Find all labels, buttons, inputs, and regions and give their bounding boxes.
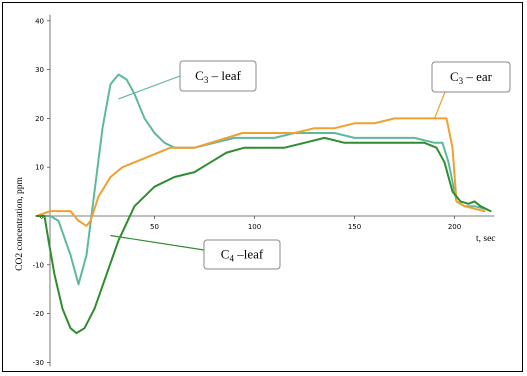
- callout-pointer: [118, 75, 181, 100]
- series-line-c3-leaf: [35, 73, 486, 286]
- callout-label: C3 – leaf: [195, 68, 241, 85]
- y-tick-label: 10: [35, 164, 44, 172]
- y-tick-label: -20: [33, 310, 44, 318]
- callout-label: C3 – ear: [450, 69, 493, 86]
- callout-box: [203, 239, 281, 270]
- y-tick-label: -10: [33, 261, 44, 269]
- x-tick-label: 150: [348, 223, 361, 231]
- x-tick-label: 100: [248, 223, 261, 231]
- x-tick-label: 200: [448, 223, 461, 231]
- callout-c3-leaf: C3 – leaf: [118, 60, 257, 100]
- y-tick-label: 20: [35, 115, 44, 123]
- x-tick-label: 50: [150, 223, 159, 231]
- callout-box: [179, 60, 257, 92]
- x-axis-label: t, sec: [476, 234, 496, 244]
- series-line-c3-ear: [35, 117, 486, 227]
- callout-pointer: [433, 91, 446, 119]
- callout-pointer: [110, 234, 205, 251]
- series-line-c4-leaf: [35, 136, 492, 335]
- y-axis-label: CO2 concentration, ppm: [15, 177, 25, 271]
- callout-c4-leaf: C4 –leaf: [110, 234, 281, 270]
- y-tick-label: 30: [35, 66, 44, 74]
- y-tick-label: -30: [33, 359, 44, 367]
- callout-box: [431, 61, 511, 93]
- callout-label: C4 –leaf: [221, 247, 264, 264]
- series-lines: [35, 73, 492, 335]
- y-tick-label: 40: [35, 17, 44, 25]
- callout-c3-ear: C3 – ear: [431, 61, 511, 119]
- callouts: C3 – leaf C3 – ear C4 –leaf: [110, 60, 511, 270]
